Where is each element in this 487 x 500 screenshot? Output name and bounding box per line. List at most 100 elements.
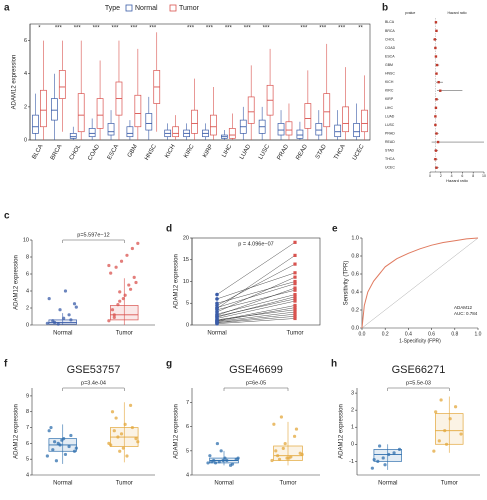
bracket <box>62 239 125 243</box>
point <box>114 265 118 269</box>
x-tick-label: Normal <box>214 481 233 487</box>
point <box>448 417 452 421</box>
point <box>128 287 133 291</box>
hr-point <box>434 123 437 127</box>
point <box>270 458 274 463</box>
point <box>277 457 282 461</box>
box <box>334 124 342 138</box>
x-tick-label: Tumor <box>279 481 296 487</box>
normal-point <box>215 310 219 314</box>
significance: *** <box>300 26 308 32</box>
y-tick-label: 0 <box>351 442 354 448</box>
point <box>136 241 140 245</box>
x-tick-label: Tumor <box>286 331 303 337</box>
box <box>361 109 368 133</box>
point <box>74 446 78 450</box>
x-tick-label: Normal <box>207 331 226 337</box>
y-axis-label: ADAM12 expression <box>339 404 345 459</box>
significance: *** <box>338 26 346 32</box>
point <box>294 427 299 431</box>
point <box>213 461 218 465</box>
y-tick-label: 0 <box>26 322 29 328</box>
row-label: ESCA <box>385 54 395 58</box>
point <box>128 403 133 407</box>
point <box>376 459 380 463</box>
point <box>208 454 212 458</box>
x-tick-label: 6 <box>461 174 463 178</box>
x-tick-label: LIHC <box>221 143 233 158</box>
roc-curve <box>361 237 479 329</box>
point <box>292 434 297 438</box>
point <box>272 422 276 426</box>
x-tick-label: PRAD <box>277 143 291 161</box>
x-tick-label: Tumor <box>441 481 458 487</box>
plot-frame <box>29 23 371 141</box>
y-tick-label: 8 <box>26 254 29 260</box>
point <box>49 425 53 430</box>
header: pvalue <box>405 11 415 15</box>
tumor-point <box>293 314 297 318</box>
x-tick-label: 0.6 <box>428 331 435 337</box>
panel-letter: b <box>382 3 388 14</box>
row-label: KICH <box>385 80 394 84</box>
tumor-point <box>293 303 297 308</box>
x-tick-label: GBM <box>127 144 139 159</box>
y-tick-label: 8 <box>26 409 29 415</box>
point <box>118 299 122 303</box>
p-value: p = 4.096e−07 <box>238 241 273 247</box>
y-tick-label: 6 <box>26 271 29 277</box>
point <box>225 458 229 463</box>
point <box>58 443 62 447</box>
point <box>215 441 220 446</box>
x-tick-label: 0 <box>429 174 431 178</box>
box <box>50 98 58 121</box>
y-tick-label: 5 <box>186 301 189 307</box>
point <box>219 449 223 453</box>
y-tick-label: 1.0 <box>351 235 359 241</box>
point <box>125 253 129 257</box>
y-tick-label: 5 <box>186 448 189 454</box>
tumor-point <box>293 240 297 244</box>
x-tick-label: THCA <box>333 144 346 161</box>
point <box>276 454 280 458</box>
box <box>296 129 304 139</box>
tumor-point <box>293 253 297 257</box>
point <box>47 429 51 433</box>
legend-swatch <box>125 4 133 12</box>
legend-title: Type <box>105 5 120 12</box>
x-tick-label: 0.4 <box>405 331 412 337</box>
pair-line <box>216 255 296 309</box>
box <box>210 114 217 136</box>
tumor-point <box>293 262 297 266</box>
point <box>123 422 127 426</box>
y-tick-label: 20 <box>183 235 189 241</box>
significance: ** <box>358 26 363 32</box>
significance: *** <box>206 26 214 32</box>
hr-point <box>436 140 440 144</box>
box <box>172 126 180 138</box>
point <box>230 462 235 466</box>
box <box>228 128 236 139</box>
point <box>372 458 376 462</box>
tumor-point <box>293 282 297 286</box>
x-tick-label: 4 <box>451 174 453 178</box>
x-tick-label: Tumor <box>116 331 133 337</box>
pair-line <box>216 242 296 295</box>
point <box>217 460 221 464</box>
point <box>136 440 140 444</box>
point <box>109 443 113 447</box>
tumor-point <box>293 292 297 297</box>
normal-point <box>215 306 219 311</box>
y-tick-label: 6 <box>24 38 27 44</box>
point <box>47 297 51 301</box>
y-tick-label: 10 <box>183 279 189 285</box>
point <box>112 429 116 433</box>
x-tick-label: UCEC <box>352 143 366 161</box>
tumor-point <box>293 299 297 303</box>
x-tick-label: LUSC <box>258 143 272 160</box>
header: Hazard ratio <box>447 11 466 15</box>
box <box>32 114 39 134</box>
tumor-point <box>293 306 297 310</box>
box <box>69 133 77 139</box>
point <box>439 398 443 402</box>
